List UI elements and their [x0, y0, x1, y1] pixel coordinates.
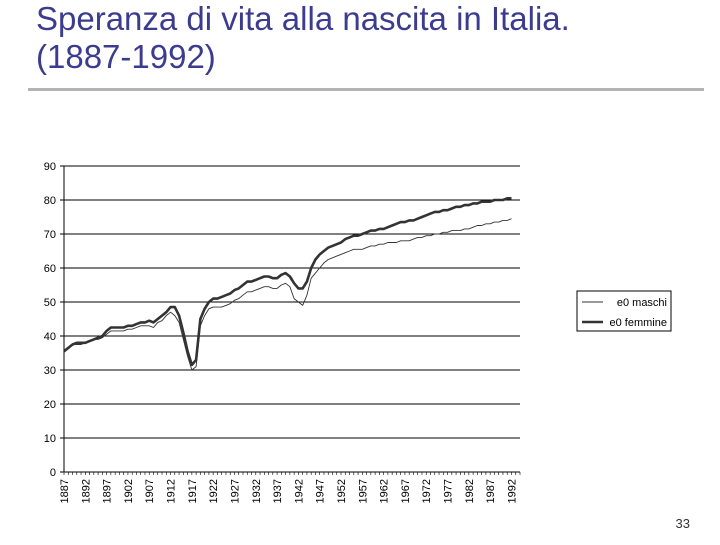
y-tick-label: 80 — [44, 195, 56, 207]
y-tick-label: 20 — [44, 399, 56, 411]
x-tick-label: 1932 — [251, 479, 263, 503]
y-tick-label: 40 — [44, 331, 56, 343]
legend-label: e0 femmine — [610, 317, 667, 329]
x-tick-label: 1897 — [102, 479, 114, 503]
y-tick-label: 50 — [44, 297, 56, 309]
series-line-maschi — [63, 218, 512, 371]
slide-title: Speranza di vita alla nascita in Italia.… — [36, 0, 696, 76]
slide-title-line-1: Speranza di vita alla nascita in Italia. — [36, 0, 570, 37]
slide-title-line-2: (1887-1992) — [36, 38, 216, 75]
page-number: 33 — [675, 516, 690, 531]
series-line-femmine — [63, 197, 512, 367]
legend-label: e0 maschi — [617, 297, 667, 309]
title-divider — [28, 88, 704, 91]
x-tick-label: 1947 — [315, 479, 327, 503]
y-tick-label: 0 — [50, 467, 56, 479]
x-tick-label: 1967 — [400, 479, 412, 503]
x-tick-label: 1917 — [187, 479, 199, 503]
y-tick-label: 60 — [44, 263, 56, 275]
y-tick-label: 70 — [44, 229, 56, 241]
legend-box — [576, 290, 672, 332]
x-tick-label: 1902 — [123, 479, 135, 503]
x-tick-label: 1942 — [293, 479, 305, 503]
x-tick-label: 1892 — [80, 479, 92, 503]
x-tick-label: 1987 — [485, 479, 497, 503]
x-tick-label: 1937 — [272, 479, 284, 503]
x-tick-label: 1962 — [379, 479, 391, 503]
x-tick-label: 1982 — [464, 479, 476, 503]
x-tick-label: 1952 — [336, 479, 348, 503]
x-tick-label: 1972 — [421, 479, 433, 503]
x-tick-label: 1912 — [166, 479, 178, 503]
x-tick-label: 1922 — [208, 479, 220, 503]
x-tick-label: 1887 — [59, 479, 71, 503]
y-tick-label: 90 — [44, 161, 56, 173]
x-tick-label: 1927 — [229, 479, 241, 503]
y-tick-label: 30 — [44, 365, 56, 377]
x-tick-label: 1907 — [144, 479, 156, 503]
x-tick-label: 1992 — [506, 479, 518, 503]
y-tick-label: 10 — [44, 433, 56, 445]
x-tick-label: 1977 — [443, 479, 455, 503]
x-tick-label: 1957 — [357, 479, 369, 503]
